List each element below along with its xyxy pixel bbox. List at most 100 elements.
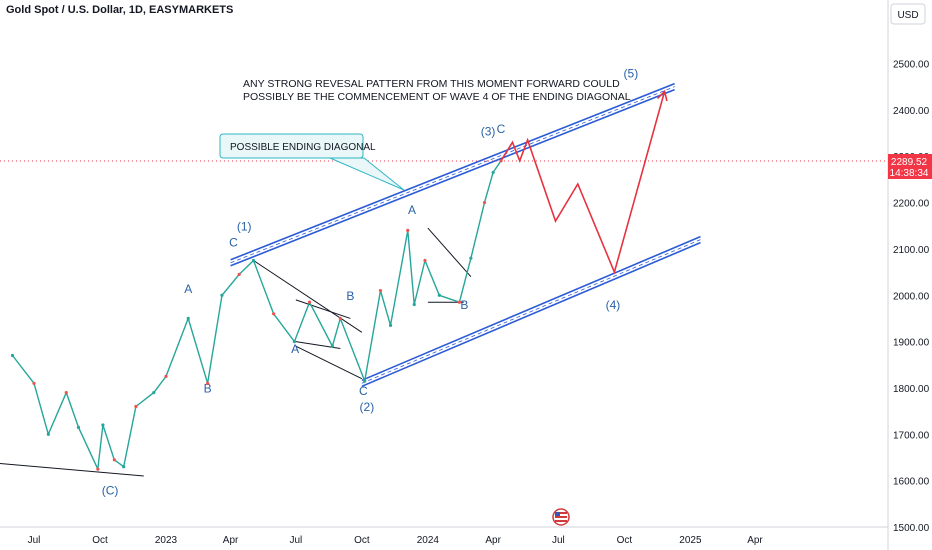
- price-point: [307, 300, 312, 304]
- price-point: [122, 465, 126, 469]
- us-flag-event-icon[interactable]: [552, 508, 570, 526]
- trendline[interactable]: [295, 345, 363, 380]
- callout-pointer: [329, 157, 405, 191]
- price-point: [152, 390, 156, 395]
- y-tick-label: 1800.00: [893, 384, 930, 395]
- y-tick-label: 2400.00: [893, 106, 930, 117]
- price-point: [164, 374, 168, 378]
- price-point: [378, 289, 383, 293]
- y-tick-label: 1600.00: [893, 477, 930, 488]
- price-point: [251, 258, 256, 263]
- callout-box[interactable]: [219, 133, 364, 159]
- x-tick-label: 2024: [417, 535, 440, 546]
- price-point: [437, 293, 441, 297]
- wave-label: C: [359, 384, 368, 398]
- price-point: [186, 316, 190, 321]
- price-tag-countdown: 14:38:34: [890, 168, 929, 179]
- x-tick-label: Jul: [289, 535, 302, 546]
- price-point: [134, 404, 138, 409]
- wave-label: (1): [237, 219, 252, 233]
- price-tag: 2289.52 14:38:34: [888, 154, 932, 179]
- price-point: [423, 258, 427, 263]
- trendline[interactable]: [427, 227, 472, 278]
- x-tick-label: Oct: [92, 535, 108, 546]
- wave-label: B: [204, 382, 212, 396]
- channel-lower-rail[interactable]: [361, 235, 701, 382]
- x-axis-ticks: Jul Oct 2023 Apr Jul Oct 2024 Apr Jul Oct 2025 Apr: [28, 535, 764, 546]
- x-tick-label: 2023: [155, 535, 178, 546]
- price-point: [406, 228, 410, 232]
- currency-label: USD: [897, 10, 918, 21]
- price-point: [10, 353, 15, 358]
- wave-label: (C): [102, 484, 119, 498]
- x-tick-label: Jul: [28, 535, 41, 546]
- price-point: [338, 316, 342, 321]
- y-tick-label: 2200.00: [893, 199, 930, 210]
- y-tick-label: 2500.00: [893, 60, 930, 71]
- diagonal-channel: [230, 82, 701, 388]
- wave-label: (4): [606, 298, 621, 312]
- channel-upper-rail[interactable]: [230, 82, 675, 261]
- note-line-2: POSSIBLY BE THE COMMENCEMENT OF WAVE 4 O…: [243, 91, 631, 103]
- price-point: [469, 256, 473, 260]
- callout-text: POSSIBLE ENDING DIAGONAL: [230, 142, 376, 153]
- currency-button[interactable]: [890, 3, 926, 25]
- price-point: [101, 423, 105, 427]
- wave-label: A: [291, 342, 299, 356]
- wave-label: A: [184, 282, 192, 296]
- price-point: [46, 432, 50, 436]
- projection-line[interactable]: [500, 91, 666, 275]
- wave-label: C: [497, 122, 506, 136]
- channel-lower-rail[interactable]: [361, 241, 701, 388]
- wave-label: (3): [481, 124, 496, 138]
- y-tick-label: 2000.00: [893, 291, 930, 302]
- x-tick-label: Apr: [747, 535, 763, 546]
- x-tick-label: 2025: [679, 535, 702, 546]
- projection-path: [500, 89, 668, 275]
- price-tag-box: [888, 154, 932, 179]
- x-tick-label: Jul: [552, 535, 565, 546]
- price-point: [237, 272, 241, 276]
- wave-label: (2): [360, 400, 375, 414]
- price-point: [76, 425, 81, 429]
- price-point: [482, 200, 487, 205]
- symbol-title: Gold Spot / U.S. Dollar, 1D, EASYMARKETS: [6, 4, 234, 16]
- projection-arrowhead: [657, 89, 668, 102]
- channel-upper-midline: [230, 86, 675, 264]
- price-point: [112, 458, 116, 462]
- price-series-line: [11, 160, 502, 472]
- price-point: [292, 340, 297, 344]
- price-point: [64, 390, 68, 395]
- trendline[interactable]: [0, 455, 144, 477]
- note-line-1: ANY STRONG REVESAL PATTERN FROM THIS MOM…: [243, 78, 620, 90]
- price-point: [388, 323, 393, 327]
- price-point: [96, 467, 100, 471]
- price-point: [32, 381, 36, 385]
- price-point: [363, 379, 367, 383]
- price-point: [499, 159, 503, 163]
- trendline[interactable]: [295, 299, 351, 319]
- y-tick-label: 1700.00: [893, 430, 930, 441]
- wave-label: A: [408, 203, 416, 217]
- x-tick-label: Oct: [617, 535, 633, 546]
- wave-label: (5): [624, 66, 639, 80]
- y-tick-label: 1500.00: [893, 523, 930, 534]
- wave-label: B: [460, 298, 468, 312]
- y-tick-label: 1900.00: [893, 338, 930, 349]
- x-tick-label: Apr: [223, 535, 239, 546]
- x-tick-label: Apr: [485, 535, 501, 546]
- y-tick-label: 2100.00: [893, 245, 930, 256]
- price-point: [220, 293, 224, 297]
- price-point: [272, 312, 276, 316]
- y-axis-ticks: 1500.00 1600.00 1700.00 1800.00 1900.00 2000.…: [893, 60, 930, 535]
- wave-label: B: [346, 289, 354, 303]
- price-point: [491, 170, 495, 175]
- wave-label: C: [229, 236, 238, 250]
- trendline[interactable]: [253, 260, 363, 333]
- price-point: [330, 344, 335, 348]
- price-point: [412, 302, 416, 307]
- channel-upper-rail[interactable]: [230, 88, 675, 267]
